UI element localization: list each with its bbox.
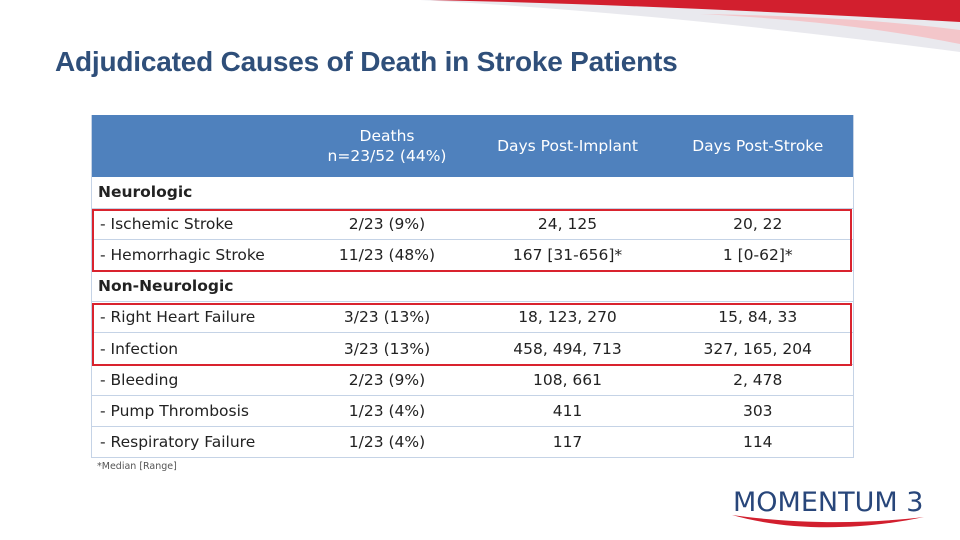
momentum-logo-swoosh <box>732 515 924 528</box>
header-deaths: Deaths n=23/52 (44%) <box>301 115 473 177</box>
table-row: - Right Heart Failure 3/23 (13%) 18, 123… <box>91 301 854 334</box>
cell-cause: - Pump Thrombosis <box>91 395 302 428</box>
table-footnote: *Median [Range] <box>97 461 177 472</box>
table-row: - Hemorrhagic Stroke 11/23 (48%) 167 [31… <box>91 239 854 272</box>
cell-post-implant: 18, 123, 270 <box>472 301 663 334</box>
table-row: - Infection 3/23 (13%) 458, 494, 713 327… <box>91 332 854 365</box>
header-cause <box>91 115 302 177</box>
table-row: - Respiratory Failure 1/23 (4%) 117 114 <box>91 426 854 459</box>
swoosh-red <box>430 0 960 22</box>
slide-title: Adjudicated Causes of Death in Stroke Pa… <box>55 46 678 77</box>
highlight-box-heart-infection-rows <box>92 303 852 366</box>
section-row-non-neurologic: Non-Neurologic <box>91 270 854 303</box>
cell-post-implant: 458, 494, 713 <box>472 332 663 365</box>
momentum-logo-text: MOMENTUM 3 <box>733 487 924 518</box>
cell-cause: - Bleeding <box>91 364 302 396</box>
header-swoosh <box>420 0 960 52</box>
cell-post-stroke: 15, 84, 33 <box>662 301 854 334</box>
cell-cause: - Right Heart Failure <box>91 301 302 334</box>
cell-post-implant: 411 <box>472 395 663 428</box>
header-days-post-stroke: Days Post-Stroke <box>662 115 854 177</box>
cell-post-stroke: 20, 22 <box>662 208 854 240</box>
header-deaths-line2: n=23/52 (44%) <box>327 147 447 165</box>
causes-of-death-table: Deaths n=23/52 (44%) Days Post-Implant D… <box>91 115 854 459</box>
cell-post-stroke: 327, 165, 204 <box>662 332 854 365</box>
cell-cause: - Infection <box>91 332 302 365</box>
table-row: - Bleeding 2/23 (9%) 108, 661 2, 478 <box>91 364 854 396</box>
cell-cause: - Ischemic Stroke <box>91 208 302 240</box>
header-deaths-line1: Deaths <box>359 127 415 145</box>
section-row-neurologic: Neurologic <box>91 177 854 209</box>
cell-deaths: 2/23 (9%) <box>301 364 473 396</box>
header-days-post-implant: Days Post-Implant <box>472 115 663 177</box>
highlight-box-stroke-rows <box>92 209 852 272</box>
cell-deaths: 1/23 (4%) <box>301 395 473 428</box>
cell-post-stroke: 2, 478 <box>662 364 854 396</box>
cell-deaths: 3/23 (13%) <box>301 332 473 365</box>
cell-post-implant: 117 <box>472 426 663 459</box>
cell-post-stroke: 114 <box>662 426 854 459</box>
cell-post-implant: 24, 125 <box>472 208 663 240</box>
table-header-row: Deaths n=23/52 (44%) Days Post-Implant D… <box>91 115 854 177</box>
swoosh-fade <box>700 14 960 44</box>
table-row: - Pump Thrombosis 1/23 (4%) 411 303 <box>91 395 854 428</box>
cell-deaths: 1/23 (4%) <box>301 426 473 459</box>
cell-deaths: 2/23 (9%) <box>301 208 473 240</box>
cell-cause: - Respiratory Failure <box>91 426 302 459</box>
cell-deaths: 3/23 (13%) <box>301 301 473 334</box>
cell-deaths: 11/23 (48%) <box>301 239 473 272</box>
cell-post-implant: 108, 661 <box>472 364 663 396</box>
section-label: Non-Neurologic <box>91 270 854 303</box>
cell-post-stroke: 303 <box>662 395 854 428</box>
section-label: Neurologic <box>91 177 854 209</box>
table-row: - Ischemic Stroke 2/23 (9%) 24, 125 20, … <box>91 208 854 240</box>
cell-post-implant: 167 [31-656]* <box>472 239 663 272</box>
cell-post-stroke: 1 [0-62]* <box>662 239 854 272</box>
